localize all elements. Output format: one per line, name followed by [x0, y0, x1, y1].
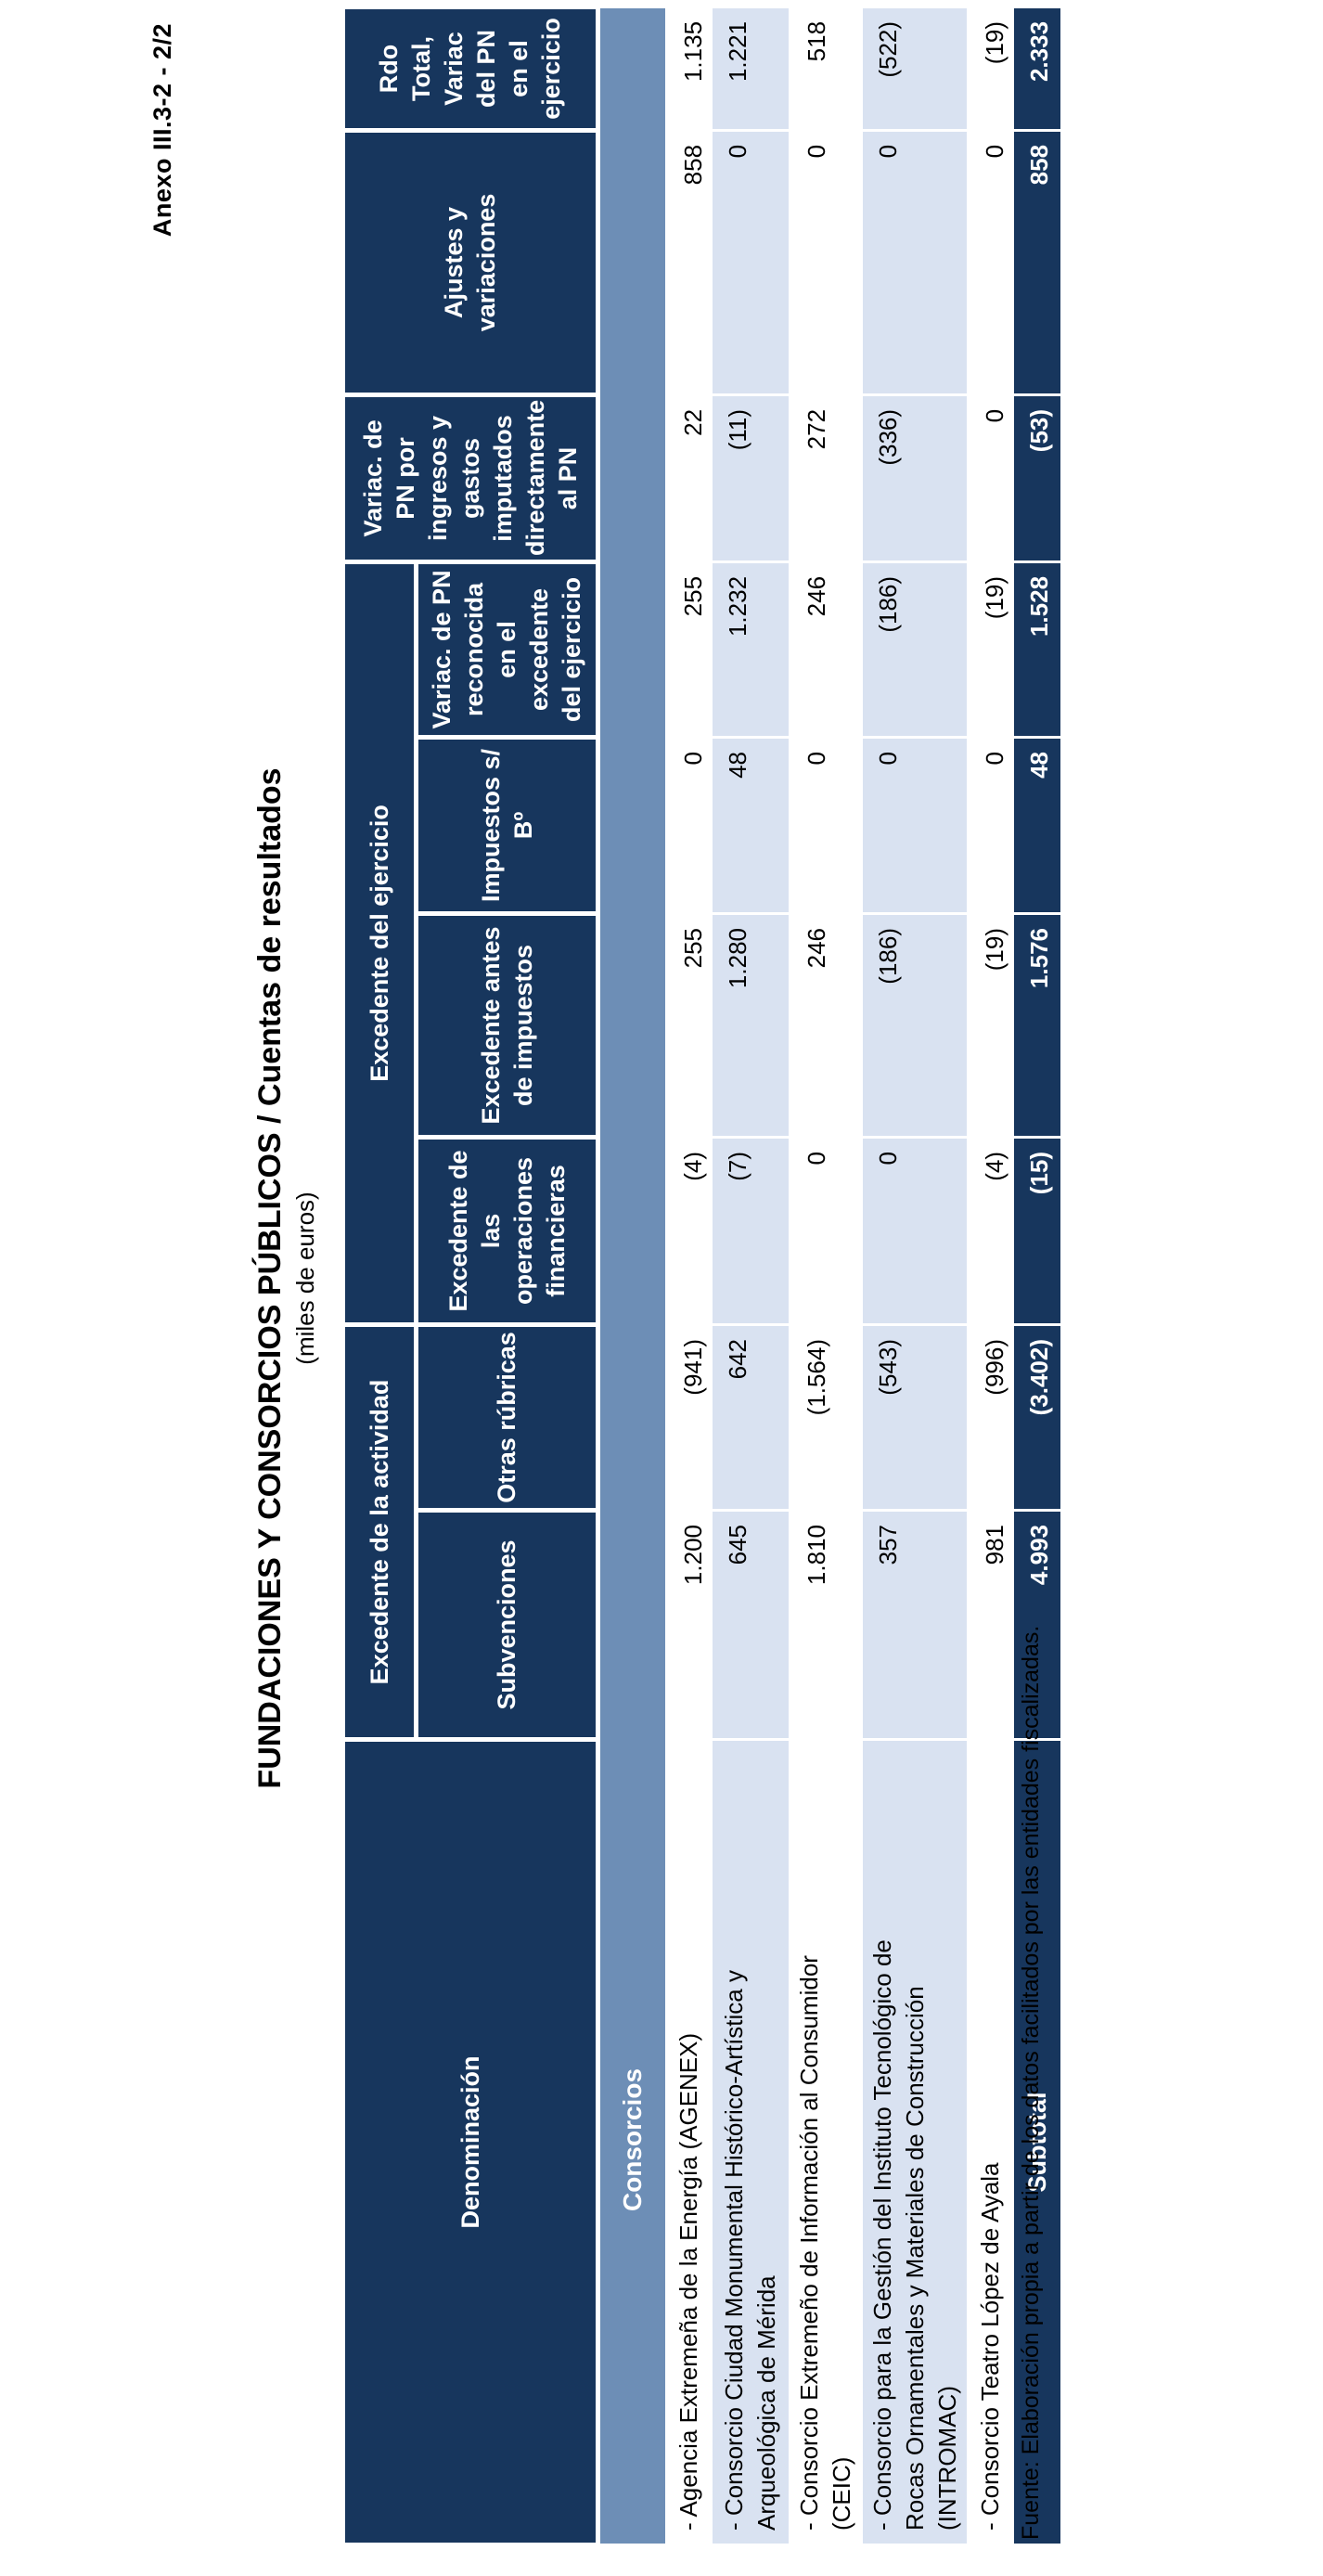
value-cell: 0: [968, 130, 1013, 395]
annex-reference: Anexo III.3-2 - 2/2: [148, 23, 176, 238]
table-row: - Agencia Extremeña de la Energía (AGENE…: [666, 6, 712, 2545]
subtotal-value-cell: (3.402): [1012, 1324, 1062, 1511]
table-row: - Consorcio Ciudad Monumental Histórico-…: [711, 6, 790, 2545]
value-cell: (996): [968, 1324, 1013, 1511]
value-cell: (19): [968, 6, 1013, 131]
subtotal-value-cell: 48: [1012, 737, 1062, 914]
col-header-variac-pn-imputados: Variac. de PN por ingresos y gastos impu…: [342, 394, 598, 562]
value-cell: (7): [711, 1137, 790, 1325]
value-cell: (19): [968, 561, 1013, 738]
subtotal-value-cell: 1.576: [1012, 913, 1062, 1138]
section-label: Consorcios: [618, 2067, 647, 2212]
subtotal-value-cell: (53): [1012, 394, 1062, 562]
value-cell: 357: [861, 1510, 969, 1740]
value-cell: (4): [968, 1137, 1013, 1325]
value-cell: 1.200: [666, 1510, 712, 1740]
value-cell: (941): [666, 1324, 712, 1511]
value-cell: 0: [711, 130, 790, 395]
value-cell: 0: [861, 1137, 969, 1325]
results-table: Denominación Excedente de la actividad E…: [340, 5, 1063, 2547]
subtotal-value-cell: 2.333: [1012, 6, 1062, 131]
entity-name: - Agencia Extremeña de la Energía (AGENE…: [666, 1739, 712, 2545]
value-cell: 1.232: [711, 561, 790, 738]
subtotal-value-cell: 858: [1012, 130, 1062, 395]
value-cell: (336): [861, 394, 969, 562]
value-cell: (11): [711, 394, 790, 562]
value-cell: (522): [861, 6, 969, 131]
page-title: FUNDACIONES Y CONSORCIOS PÚBLICOS / Cuen…: [252, 767, 288, 1789]
value-cell: 981: [968, 1510, 1013, 1740]
value-cell: 642: [711, 1324, 790, 1511]
value-cell: 255: [666, 913, 712, 1138]
value-cell: 246: [790, 913, 862, 1138]
value-cell: (1.564): [790, 1324, 862, 1511]
subtotal-value-cell: 1.528: [1012, 561, 1062, 738]
value-cell: 0: [790, 1137, 862, 1325]
value-cell: 48: [711, 737, 790, 914]
value-cell: (186): [861, 913, 969, 1138]
source-note: Fuente: Elaboración propia a partir de l…: [1018, 1625, 1044, 2540]
value-cell: 1.810: [790, 1510, 862, 1740]
col-header-excedente-operaciones-financieras: Excedente de las operaciones financieras: [416, 1137, 598, 1325]
value-cell: 1.280: [711, 913, 790, 1138]
value-cell: 0: [861, 737, 969, 914]
table-row: - Consorcio Teatro López de Ayala 981 (996…: [968, 6, 1013, 2545]
subtotal-value-cell: (15): [1012, 1137, 1062, 1325]
page-subtitle: (miles de euros): [291, 1191, 319, 1365]
value-cell: (4): [666, 1137, 712, 1325]
table-row: - Consorcio para la Gestión del Institut…: [861, 6, 969, 2545]
value-cell: 518: [790, 6, 862, 131]
value-cell: 645: [711, 1510, 790, 1740]
col-header-denominacion: Denominación: [342, 1739, 598, 2545]
section-row: Consorcios: [597, 6, 667, 2545]
col-header-impuestos: Impuestos s/ Bº: [416, 737, 598, 914]
col-header-ajustes-variaciones: Ajustes y variaciones: [342, 130, 598, 395]
value-cell: (186): [861, 561, 969, 738]
group-header-excedente-ejercicio: Excedente del ejercicio: [342, 561, 417, 1325]
value-cell: 1.221: [711, 6, 790, 131]
value-cell: 0: [666, 737, 712, 914]
value-cell: 22: [666, 394, 712, 562]
entity-name: - Consorcio Extremeño de Información al …: [790, 1739, 862, 2545]
section-label-cell: Consorcios: [597, 6, 667, 2545]
col-header-excedente-antes-impuestos: Excedente antes de impuestos: [416, 913, 598, 1138]
value-cell: 858: [666, 130, 712, 395]
value-cell: (19): [968, 913, 1013, 1138]
entity-name: - Consorcio para la Gestión del Institut…: [861, 1739, 969, 2545]
value-cell: 0: [790, 737, 862, 914]
col-header-variac-pn-reconocida: Variac. de PN reconocida en el excedente…: [416, 561, 598, 738]
entity-name: - Consorcio Teatro López de Ayala: [968, 1739, 1013, 2545]
table-row: - Consorcio Extremeño de Información al …: [790, 6, 862, 2545]
value-cell: 272: [790, 394, 862, 562]
value-cell: 246: [790, 561, 862, 738]
value-cell: 1.135: [666, 6, 712, 131]
value-cell: 0: [968, 737, 1013, 914]
group-header-excedente-actividad: Excedente de la actividad: [342, 1324, 417, 1740]
value-cell: 0: [790, 130, 862, 395]
entity-name: - Consorcio Ciudad Monumental Histórico-…: [711, 1739, 790, 2545]
col-header-subvenciones: Subvenciones: [416, 1510, 598, 1740]
value-cell: 0: [968, 394, 1013, 562]
value-cell: (543): [861, 1324, 969, 1511]
value-cell: 255: [666, 561, 712, 738]
col-header-otras-rubricas: Otras rúbricas: [416, 1324, 598, 1511]
col-header-rdo-total: Rdo Total, Variac del PN en el ejercicio: [342, 6, 598, 131]
value-cell: 0: [861, 130, 969, 395]
